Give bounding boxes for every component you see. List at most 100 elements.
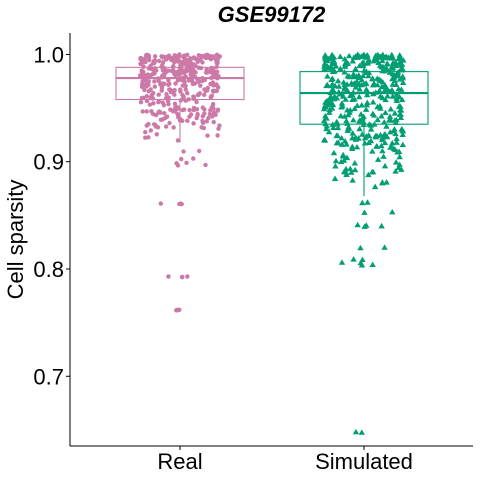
data-point — [356, 86, 363, 92]
data-point — [399, 74, 406, 81]
data-point — [152, 84, 158, 89]
data-point — [399, 96, 406, 103]
data-point — [387, 144, 394, 150]
data-point — [369, 99, 377, 105]
data-point — [206, 115, 211, 121]
data-point — [338, 141, 346, 147]
data-point — [387, 128, 394, 135]
data-point — [205, 70, 210, 75]
data-point — [384, 92, 391, 99]
data-point — [140, 78, 145, 84]
data-point — [341, 86, 348, 92]
data-point — [162, 111, 167, 116]
data-point — [184, 160, 189, 165]
data-point — [365, 56, 372, 63]
data-point — [187, 114, 192, 119]
data-point — [343, 141, 350, 147]
data-point — [154, 132, 159, 137]
data-point — [358, 262, 366, 268]
data-point — [356, 53, 363, 59]
data-point — [381, 244, 388, 250]
data-point — [328, 76, 335, 83]
data-point — [160, 60, 166, 65]
data-point — [156, 92, 161, 97]
data-point — [194, 99, 199, 105]
data-point — [320, 117, 328, 124]
data-point — [330, 54, 338, 60]
data-point — [160, 81, 165, 86]
data-point — [214, 69, 220, 74]
data-point — [210, 75, 216, 80]
chart-title: GSE99172 — [217, 2, 326, 27]
data-point — [200, 113, 206, 119]
data-point — [352, 84, 359, 90]
y-tick-label: 1.0 — [33, 42, 64, 67]
data-point — [152, 79, 157, 84]
data-point — [330, 124, 337, 131]
data-point — [338, 134, 345, 141]
data-point — [202, 77, 208, 83]
data-point — [202, 107, 207, 112]
data-point — [195, 77, 201, 82]
data-point — [335, 139, 342, 146]
data-point — [166, 274, 171, 279]
data-point — [341, 55, 349, 62]
data-point — [343, 154, 351, 161]
data-point — [325, 97, 332, 103]
data-point — [191, 121, 196, 126]
data-point — [321, 66, 328, 72]
data-point — [166, 78, 171, 83]
data-point — [160, 67, 166, 73]
data-point — [391, 126, 398, 132]
data-point — [156, 76, 161, 82]
data-point — [378, 222, 385, 229]
data-point — [324, 73, 331, 79]
series-real — [115, 52, 245, 313]
data-point — [200, 60, 205, 65]
data-point — [359, 72, 367, 79]
data-point — [214, 83, 220, 88]
data-point — [180, 107, 185, 113]
data-point — [352, 134, 359, 140]
data-point — [360, 62, 367, 69]
data-point — [158, 117, 164, 123]
data-point — [383, 133, 391, 140]
data-point — [356, 93, 363, 100]
data-point — [175, 163, 181, 168]
data-point — [392, 130, 399, 137]
data-point — [180, 83, 186, 88]
data-point — [365, 171, 372, 178]
data-point — [200, 118, 205, 124]
data-point — [360, 118, 367, 125]
data-point — [149, 109, 154, 114]
data-point — [184, 66, 190, 71]
data-point — [167, 120, 172, 126]
data-point — [322, 112, 329, 119]
data-point — [350, 71, 357, 77]
data-point — [382, 109, 389, 116]
data-point — [339, 93, 347, 99]
data-point — [146, 89, 151, 94]
data-point — [334, 124, 342, 131]
data-point — [165, 98, 171, 104]
data-point — [327, 89, 334, 96]
data-point — [393, 135, 400, 142]
data-point — [138, 99, 144, 105]
data-point — [170, 67, 176, 72]
data-point — [137, 73, 143, 78]
y-axis-title: Cell sparsity — [3, 180, 28, 300]
data-point — [377, 93, 384, 99]
data-point — [195, 59, 200, 65]
data-point — [389, 93, 396, 99]
data-point — [384, 88, 392, 94]
data-point — [390, 145, 398, 152]
data-point — [396, 52, 403, 58]
data-point — [171, 63, 176, 69]
data-point — [180, 96, 186, 101]
data-point — [350, 256, 357, 262]
data-point — [191, 55, 196, 61]
data-point — [175, 111, 180, 117]
data-point — [371, 121, 378, 127]
data-point — [191, 71, 196, 76]
data-point — [152, 54, 158, 59]
